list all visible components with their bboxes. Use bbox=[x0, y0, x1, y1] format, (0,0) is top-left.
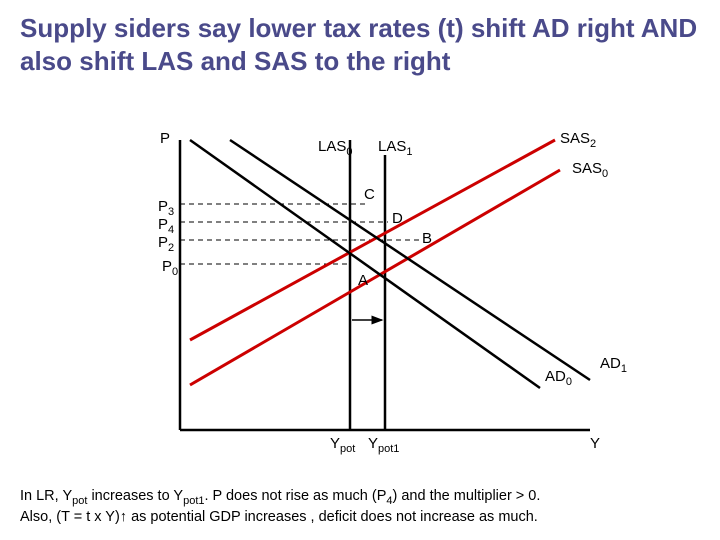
diagram-label: A bbox=[358, 272, 368, 289]
footer-text-part: In LR, Y bbox=[20, 488, 72, 504]
diagram-label: B bbox=[422, 230, 432, 247]
diagram-svg bbox=[120, 130, 640, 460]
footer-text: In LR, Ypot increases to Ypot1. P does n… bbox=[20, 487, 700, 528]
diagram-label: Ypot bbox=[330, 435, 355, 455]
diagram-label: P0 bbox=[162, 258, 178, 278]
page-title: Supply siders say lower tax rates (t) sh… bbox=[20, 12, 700, 77]
diagram-label: Ypot1 bbox=[368, 435, 399, 455]
diagram-label: P bbox=[160, 130, 170, 147]
diagram-label: AD1 bbox=[600, 355, 627, 375]
diagram-label: P2 bbox=[158, 234, 174, 254]
diagram-label: P4 bbox=[158, 216, 174, 236]
diagram-label: C bbox=[364, 186, 375, 203]
footer-text-part: increases to Y bbox=[87, 488, 183, 504]
ad-as-diagram: PYP3P4P2P0LAS0LAS1SAS2SAS0AD0AD1YpotYpot… bbox=[120, 130, 620, 460]
diagram-label: SAS2 bbox=[560, 130, 596, 150]
footer-line-1: In LR, Ypot increases to Ypot1. P does n… bbox=[20, 488, 540, 504]
footer-line-2: Also, (T = t x Y)↑ as potential GDP incr… bbox=[20, 509, 538, 525]
diagram-label: Y bbox=[590, 435, 600, 452]
diagram-label: LAS1 bbox=[378, 138, 412, 158]
footer-sub: pot bbox=[72, 495, 87, 507]
footer-sub: pot1 bbox=[183, 495, 204, 507]
diagram-label: D bbox=[392, 210, 403, 227]
footer-text-part: ) and the multiplier > 0. bbox=[393, 488, 541, 504]
diagram-label: AD0 bbox=[545, 368, 572, 388]
diagram-label: SAS0 bbox=[572, 160, 608, 180]
footer-text-part: . P does not rise as much (P bbox=[205, 488, 387, 504]
diagram-label: P3 bbox=[158, 198, 174, 218]
diagram-label: LAS0 bbox=[318, 138, 352, 158]
